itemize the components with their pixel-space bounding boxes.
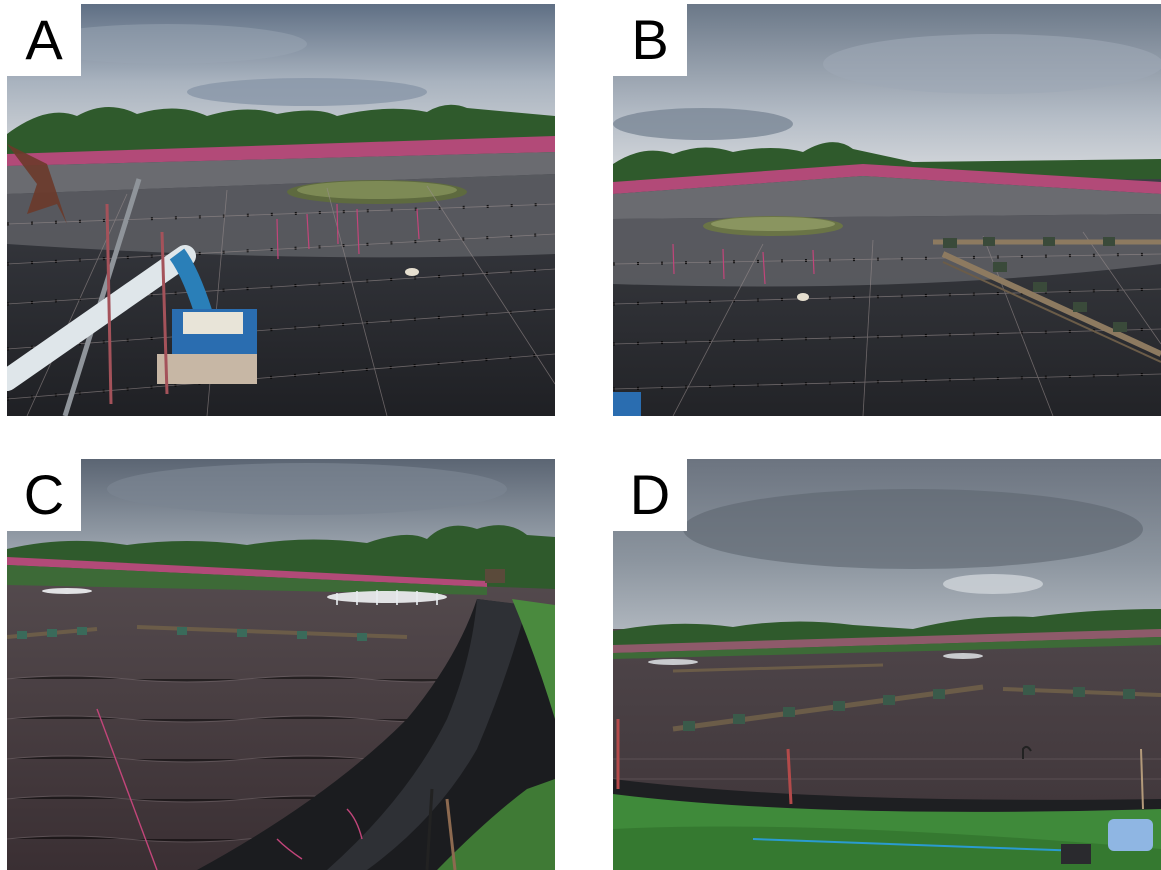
photo-panel-a: A bbox=[7, 4, 555, 416]
pond-overview-photo bbox=[613, 459, 1161, 870]
pond-aerators-photo bbox=[613, 4, 1161, 416]
photo-panel-c: C bbox=[7, 459, 555, 870]
panel-label-d: D bbox=[613, 459, 687, 531]
pond-drained-photo bbox=[7, 4, 555, 416]
photo-panel-d: D bbox=[613, 459, 1161, 870]
panel-label-b: B bbox=[613, 4, 687, 76]
photo-panel-b: B bbox=[613, 4, 1161, 416]
pond-filled-photo bbox=[7, 459, 555, 870]
panel-label-c: C bbox=[7, 459, 81, 531]
panel-label-a: A bbox=[7, 4, 81, 76]
